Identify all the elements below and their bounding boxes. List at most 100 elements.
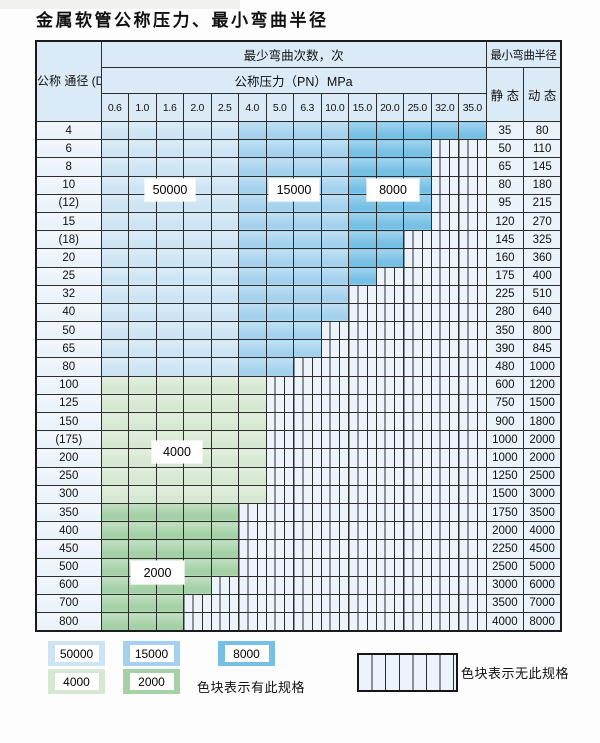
- static-cell: 2250: [485, 539, 525, 559]
- spec-cell: [155, 248, 184, 268]
- spec-cell: [100, 193, 129, 213]
- spec-cell: [183, 321, 212, 341]
- spec-cell: [265, 302, 294, 323]
- spec-cell: [128, 448, 157, 468]
- spec-cell: [210, 157, 239, 177]
- no-spec-cell: [238, 557, 267, 577]
- no-spec-cell: [320, 612, 349, 632]
- dn-cell: 6: [35, 139, 102, 159]
- no-spec-cell: [265, 521, 294, 541]
- pressure-header-25.0: 25.0: [403, 93, 432, 122]
- no-spec-cell: [458, 248, 487, 268]
- spec-cell: [100, 393, 129, 414]
- spec-cell: [100, 157, 129, 177]
- pressure-values-row: 0.6 1.0 1.6 2.0 2.5 4.0 5.0 6.3 10.0 15.0 20.0 25.0…: [36, 93, 561, 122]
- no-spec-cell: [458, 448, 487, 468]
- no-spec-cell: [348, 375, 377, 395]
- no-spec-cell: [430, 593, 459, 614]
- spec-cell: [210, 266, 239, 286]
- table-row: 125 750 1500: [35, 393, 562, 414]
- static-cell: 225: [485, 284, 525, 304]
- spec-cell: [100, 120, 129, 141]
- dynamic-cell: 145: [523, 157, 562, 177]
- spec-cell: [183, 484, 212, 504]
- spec-cell: [155, 230, 184, 250]
- dynamic-cell: 400: [523, 266, 562, 286]
- spec-cell: [100, 575, 129, 595]
- spec-cell: [238, 302, 267, 323]
- spec-cell: [348, 157, 377, 177]
- dynamic-cell: 110: [523, 139, 562, 159]
- no-spec-cell: [348, 448, 377, 468]
- no-spec-cell: [458, 321, 487, 341]
- no-spec-cell: [403, 375, 432, 395]
- table-row: 40 280 640: [35, 302, 562, 323]
- no-spec-cell: [403, 575, 432, 595]
- dynamic-cell: 640: [523, 302, 562, 323]
- no-spec-cell: [458, 357, 487, 377]
- no-spec-cell: [348, 521, 377, 541]
- spec-cell: [238, 448, 267, 468]
- static-cell: 80: [485, 175, 525, 195]
- static-cell: 1000: [485, 448, 525, 468]
- spec-cell: [183, 393, 212, 414]
- no-spec-cell: [348, 393, 377, 414]
- spec-cell: [128, 393, 157, 414]
- spec-cell: [348, 248, 377, 268]
- no-spec-cell: [375, 266, 404, 286]
- no-spec-cell: [293, 521, 322, 541]
- spec-cell: [265, 284, 294, 304]
- no-spec-cell: [375, 284, 404, 304]
- spec-cell: [100, 284, 129, 304]
- no-spec-cell: [403, 612, 432, 632]
- spec-cell: [128, 375, 157, 395]
- no-spec-cell: [458, 284, 487, 304]
- no-spec-cell: [430, 448, 459, 468]
- no-spec-cell: [403, 539, 432, 559]
- spec-cell: [238, 157, 267, 177]
- spec-cell: [293, 321, 322, 341]
- dn-cell: 200: [35, 448, 102, 468]
- no-spec-cell: [348, 575, 377, 595]
- no-spec-cell: [348, 430, 377, 450]
- spec-cell: [238, 139, 267, 159]
- no-spec-cell: [348, 466, 377, 486]
- static-cell: 1000: [485, 430, 525, 450]
- table-row: 80 480 1000: [35, 357, 562, 377]
- pressure-header-4.0: 4.0: [238, 93, 267, 122]
- static-cell: 2000: [485, 521, 525, 541]
- no-spec-cell: [265, 448, 294, 468]
- no-spec-cell: [458, 484, 487, 504]
- no-spec-cell: [375, 484, 404, 504]
- no-spec-cell: [430, 539, 459, 559]
- spec-cell: [155, 357, 184, 377]
- no-spec-cell: [183, 593, 212, 614]
- spec-cell: [375, 230, 404, 250]
- spec-cell: [403, 139, 432, 159]
- legend-swatch-label: 4000: [54, 673, 99, 690]
- spec-cell: [375, 211, 404, 232]
- spec-cell: [375, 139, 404, 159]
- pressure-header-20.0: 20.0: [375, 93, 404, 122]
- legend-has-spec-text: 色块表示有此规格: [197, 680, 306, 695]
- no-spec-cell: [430, 193, 459, 213]
- no-spec-cell: [375, 539, 404, 559]
- static-cell: 350: [485, 321, 525, 341]
- static-cell: 600: [485, 375, 525, 395]
- dn-cell: 100: [35, 375, 102, 395]
- no-spec-cell: [265, 502, 294, 523]
- spec-cell: [238, 266, 267, 286]
- no-spec-cell: [293, 448, 322, 468]
- dynamic-cell: 215: [523, 193, 562, 213]
- spec-cell: [183, 157, 212, 177]
- spec-cell: [210, 539, 239, 559]
- no-spec-cell: [403, 411, 432, 432]
- table-row: 8 65 145: [35, 157, 562, 177]
- no-spec-cell: [265, 539, 294, 559]
- spec-cell: [238, 484, 267, 504]
- no-spec-cell: [458, 339, 487, 359]
- no-spec-cell: [375, 357, 404, 377]
- spec-cell: [183, 339, 212, 359]
- spec-cell: [100, 557, 129, 577]
- table-row: 400 2000 4000: [35, 521, 562, 541]
